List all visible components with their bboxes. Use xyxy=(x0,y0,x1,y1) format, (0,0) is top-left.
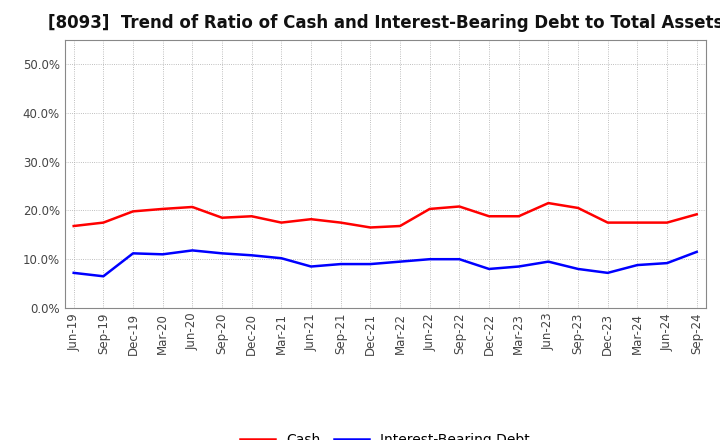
Interest-Bearing Debt xyxy=(158,252,167,257)
Interest-Bearing Debt xyxy=(633,262,642,268)
Cash xyxy=(603,220,612,225)
Legend: Cash, Interest-Bearing Debt: Cash, Interest-Bearing Debt xyxy=(235,428,536,440)
Cash xyxy=(217,215,226,220)
Title: [8093]  Trend of Ratio of Cash and Interest-Bearing Debt to Total Assets: [8093] Trend of Ratio of Cash and Intere… xyxy=(48,15,720,33)
Cash xyxy=(69,224,78,229)
Interest-Bearing Debt xyxy=(396,259,405,264)
Interest-Bearing Debt xyxy=(248,253,256,258)
Cash xyxy=(336,220,345,225)
Interest-Bearing Debt xyxy=(307,264,315,269)
Interest-Bearing Debt xyxy=(129,251,138,256)
Interest-Bearing Debt xyxy=(544,259,553,264)
Interest-Bearing Debt xyxy=(366,261,374,267)
Interest-Bearing Debt xyxy=(426,257,434,262)
Line: Interest-Bearing Debt: Interest-Bearing Debt xyxy=(73,250,697,276)
Line: Cash: Cash xyxy=(73,203,697,227)
Interest-Bearing Debt xyxy=(485,266,493,271)
Interest-Bearing Debt xyxy=(514,264,523,269)
Interest-Bearing Debt xyxy=(277,256,286,261)
Interest-Bearing Debt xyxy=(99,274,108,279)
Cash xyxy=(188,204,197,209)
Cash xyxy=(544,201,553,206)
Cash xyxy=(693,212,701,217)
Interest-Bearing Debt xyxy=(188,248,197,253)
Cash xyxy=(307,216,315,222)
Cash xyxy=(426,206,434,212)
Interest-Bearing Debt xyxy=(662,260,671,266)
Cash xyxy=(248,213,256,219)
Interest-Bearing Debt xyxy=(693,249,701,254)
Cash xyxy=(99,220,108,225)
Interest-Bearing Debt xyxy=(574,266,582,271)
Cash xyxy=(633,220,642,225)
Cash xyxy=(662,220,671,225)
Cash xyxy=(366,225,374,230)
Cash xyxy=(455,204,464,209)
Cash xyxy=(158,206,167,212)
Cash xyxy=(485,213,493,219)
Interest-Bearing Debt xyxy=(455,257,464,262)
Cash xyxy=(129,209,138,214)
Interest-Bearing Debt xyxy=(603,270,612,275)
Cash xyxy=(574,205,582,211)
Interest-Bearing Debt xyxy=(217,251,226,256)
Interest-Bearing Debt xyxy=(69,270,78,275)
Cash xyxy=(514,213,523,219)
Interest-Bearing Debt xyxy=(336,261,345,267)
Cash xyxy=(396,224,405,229)
Cash xyxy=(277,220,286,225)
